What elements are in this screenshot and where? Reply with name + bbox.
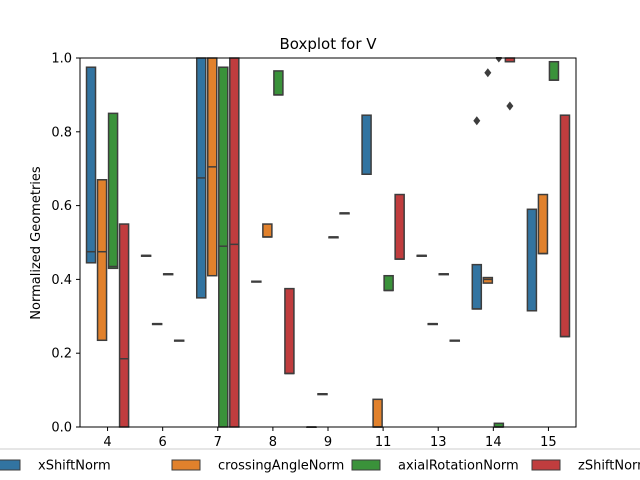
axes-frame xyxy=(79,57,577,428)
box-zShiftNorm-11 xyxy=(394,193,405,260)
x-tick-label-6: 6 xyxy=(159,435,167,450)
legend-label-xShiftNorm: xShiftNorm xyxy=(38,459,111,474)
box-xShiftNorm-14 xyxy=(471,263,483,310)
x-tick-label-7: 7 xyxy=(214,435,222,450)
box-crossingAngleNorm-4 xyxy=(96,179,108,342)
x-tick-label-4: 4 xyxy=(103,435,111,450)
y-axis-label: Normalized Geometries xyxy=(29,166,44,320)
box-xShiftNorm-4 xyxy=(85,66,97,264)
y-tick-label-0.2: 0.2 xyxy=(51,347,72,362)
box-crossingAngleNorm-14 xyxy=(482,276,494,284)
legend-swatch-axialRotationNorm xyxy=(351,459,381,471)
box-axialRotationNorm-11 xyxy=(383,274,394,292)
y-tick-label-0.0: 0.0 xyxy=(51,421,72,436)
y-axis: 0.0 0.2 0.4 0.6 0.8 1.0 xyxy=(51,52,80,436)
box-axialRotationNorm-7 xyxy=(218,66,229,428)
outlier-crossingAngleNorm-14-0 xyxy=(484,68,492,78)
x-tick-label-15: 15 xyxy=(540,435,557,450)
plot-area xyxy=(79,57,577,428)
box-xShiftNorm-11 xyxy=(361,114,372,175)
box-axialRotationNorm-4 xyxy=(107,112,119,270)
y-tick-label-0.4: 0.4 xyxy=(51,273,72,288)
box-axialRotationNorm-8 xyxy=(273,70,284,96)
legend: xShiftNorm crossingAngleNorm axialRotation… xyxy=(0,448,640,480)
box-crossingAngleNorm-8 xyxy=(262,223,273,238)
box-crossingAngleNorm-15 xyxy=(537,193,549,255)
box-zShiftNorm-7 xyxy=(229,57,240,428)
legend-label-axialRotationNorm: axialRotationNorm xyxy=(398,459,519,474)
x-tick-label-13: 13 xyxy=(430,435,447,450)
chart-title: Boxplot for V xyxy=(279,35,377,53)
x-tick-label-14: 14 xyxy=(485,435,502,450)
box-axialRotationNorm-15 xyxy=(548,60,560,81)
box-zShiftNorm-4 xyxy=(118,223,130,428)
legend-label-zShiftNorm: zShiftNorm xyxy=(578,459,640,474)
x-tick-label-11: 11 xyxy=(375,435,392,450)
y-tick-label-1.0: 1.0 xyxy=(51,52,72,67)
outlier-xShiftNorm-14-0 xyxy=(473,116,481,126)
legend-swatch-zShiftNorm xyxy=(531,459,561,471)
y-tick-label-0.8: 0.8 xyxy=(51,125,72,140)
legend-label-crossingAngleNorm: crossingAngleNorm xyxy=(218,459,344,474)
legend-swatch-xShiftNorm xyxy=(0,459,21,471)
boxes-group xyxy=(85,57,571,428)
x-tick-label-9: 9 xyxy=(324,435,332,450)
y-tick-label-0.6: 0.6 xyxy=(51,199,72,214)
x-tick-label-8: 8 xyxy=(269,435,277,450)
legend-frame xyxy=(0,448,640,480)
box-zShiftNorm-8 xyxy=(284,287,295,375)
box-zShiftNorm-15 xyxy=(559,114,571,338)
box-crossingAngleNorm-11 xyxy=(372,398,383,428)
box-xShiftNorm-15 xyxy=(526,208,538,312)
x-axis: 4 6 7 8 9 11 13 14 15 xyxy=(103,427,557,450)
outlier-zShiftNorm-14-0 xyxy=(506,101,514,111)
legend-swatch-crossingAngleNorm xyxy=(171,459,201,471)
